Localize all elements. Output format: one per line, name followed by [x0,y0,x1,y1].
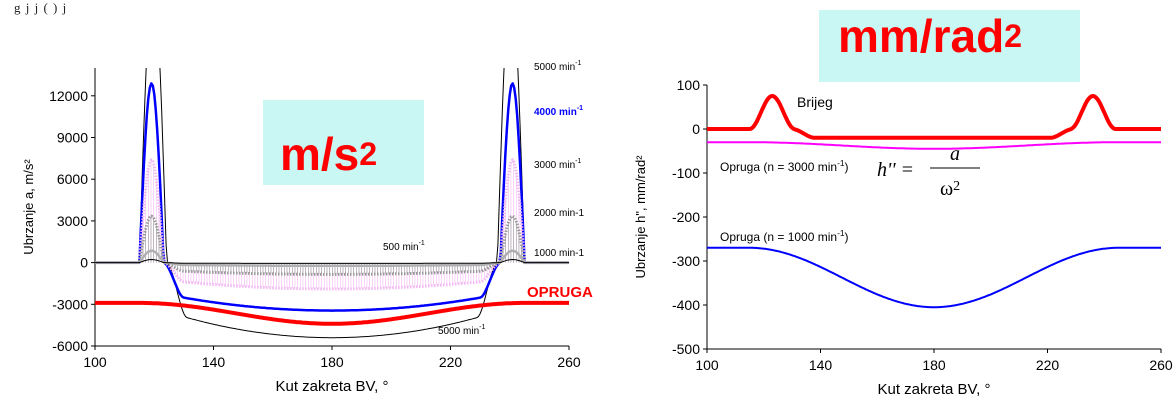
y-axis-label: Ubrzanje a, m/s² [21,159,36,255]
y-tick-label: -100 [672,165,700,181]
y-tick-label: -400 [672,297,700,313]
x-tick-label: 260 [557,354,581,370]
x-tick-label: 260 [1149,357,1173,373]
x-tick-label: 180 [922,357,946,373]
series-line [95,300,569,326]
y-tick-label: 12000 [49,88,88,104]
series-line [95,214,569,276]
chart-title: m/s2 [280,128,377,180]
title-box [819,10,1080,82]
formula-denominator: ω2 [940,178,960,200]
x-tick-label: 220 [1036,357,1060,373]
y-tick-label: 6000 [57,171,88,187]
x-tick-label: 140 [202,354,226,370]
series-label: 5000 min-1 [534,60,581,73]
series-label: 1000 min-1 [534,248,584,259]
chart-title: mm/rad2 [838,10,1022,62]
series-label: Opruga (n = 1000 min-1) [720,228,849,244]
series-label: 3000 min-1 [534,158,581,171]
series-label: 2000 min-1 [534,208,584,219]
top-caption: g j j ( ) j [14,0,68,15]
series-label: Brijeg [797,94,833,110]
y-tick-label: 0 [80,255,88,271]
formula: h'' = a ω2 [877,143,980,200]
y-tick-label: -500 [672,341,700,357]
x-axis-label: Kut zakreta BV, ° [275,378,388,395]
y-tick-label: -200 [672,209,700,225]
series-line [95,82,569,312]
series-label: 500 min-1 [383,240,425,253]
y-tick-label: 3000 [57,213,88,229]
series-line [707,94,1161,140]
series-line [707,246,1161,309]
series-line [707,141,1161,150]
series-line [95,158,569,291]
chart-acceleration: m/s2 -6000 -3000 0 3000 6000 9000 12000 100 140 18… [21,60,593,395]
y-tick-label: -300 [672,253,700,269]
series-line [95,249,569,268]
series-label: 4000 min-1 [534,105,583,118]
y-tick-label: 100 [677,77,701,93]
series-label: 5000 min-1 [438,324,485,337]
plot-area [707,94,1161,309]
x-tick-label: 100 [695,357,719,373]
y-tick-label: -3000 [52,296,88,312]
x-tick-label: 180 [320,354,344,370]
formula-numerator: a [950,143,960,165]
y-tick-label: 9000 [57,130,88,146]
y-tick-label: -6000 [52,338,88,354]
x-tick-label: 140 [809,357,833,373]
plot-area [95,68,569,339]
y-tick-label: 0 [692,121,700,137]
title-box [263,100,424,185]
y-axis-label: Ubrzanje h", mm/rad² [633,155,648,279]
series-label: OPRUGA [527,284,593,301]
series-line [95,259,569,264]
x-tick-label: 100 [83,354,107,370]
chart-normalized-acceleration: mm/rad2 -500 -400 -300 -200 -100 0 100 100 140 180… [633,10,1173,398]
series-label: Opruga (n = 3000 min-1) [720,158,849,174]
x-axis-label: Kut zakreta BV, ° [877,381,990,398]
formula-lhs: h'' = [877,159,914,181]
x-tick-label: 220 [439,354,463,370]
